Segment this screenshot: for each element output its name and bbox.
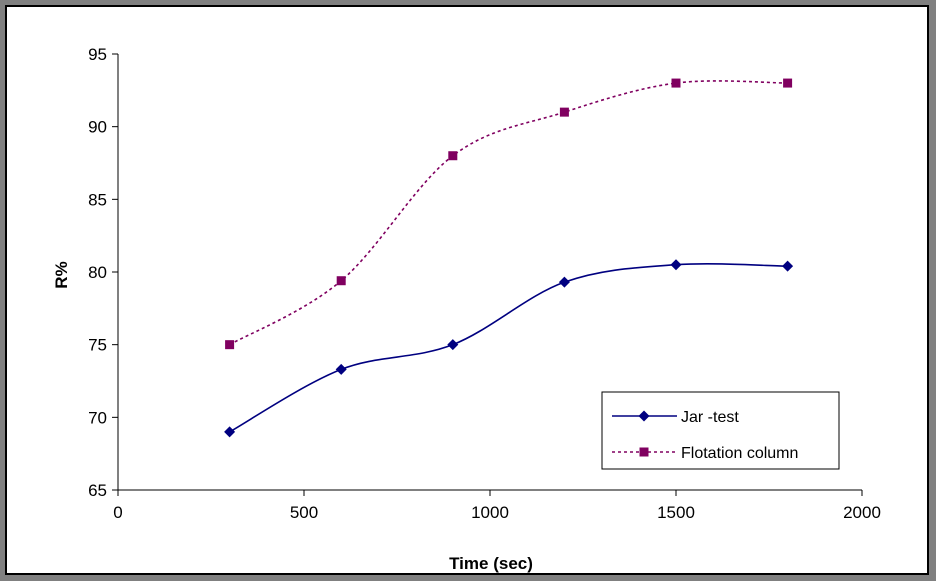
data-point	[224, 426, 236, 438]
series-line	[229, 263, 788, 433]
data-point	[447, 339, 459, 351]
x-tick-label: 1500	[657, 503, 695, 522]
data-point	[558, 276, 570, 288]
data-point	[670, 259, 682, 271]
data-point	[336, 276, 346, 286]
legend-marker	[638, 410, 650, 422]
y-tick-label: 75	[88, 336, 107, 355]
axes: 65 70 75 80 85 90 95 0 500 1000 1500 2000	[88, 45, 881, 522]
y-tick-label: 80	[88, 263, 107, 282]
series-layer	[224, 78, 794, 438]
x-axis-title: Time (sec)	[449, 554, 533, 573]
series-line	[229, 80, 788, 346]
data-point	[671, 78, 681, 88]
y-axis-title: R%	[52, 261, 71, 288]
x-tick-label: 1000	[471, 503, 509, 522]
chart-frame: 65 70 75 80 85 90 95 0 500 1000 1500 2000 Jar -test…	[5, 5, 929, 575]
x-tick-label: 2000	[843, 503, 881, 522]
x-tick-label: 0	[113, 503, 122, 522]
legend-label: Flotation column	[681, 445, 798, 462]
data-point	[448, 151, 458, 161]
legend-marker	[639, 447, 649, 457]
x-tick-label: 500	[290, 503, 318, 522]
line-chart: 65 70 75 80 85 90 95 0 500 1000 1500 2000 Jar -test…	[52, 45, 881, 573]
y-tick-label: 90	[88, 118, 107, 137]
data-point	[782, 260, 794, 272]
y-tick-label: 65	[88, 481, 107, 500]
y-tick-label: 85	[88, 190, 107, 209]
series-0	[224, 259, 794, 438]
y-tick-label: 70	[88, 408, 107, 427]
legend-label: Jar -test	[681, 409, 739, 426]
data-point	[783, 78, 793, 88]
data-point	[335, 363, 347, 375]
data-point	[559, 107, 569, 117]
data-point	[225, 340, 235, 350]
y-tick-label: 95	[88, 45, 107, 64]
series-1	[225, 78, 793, 350]
legend: Jar -test Flotation column	[601, 391, 840, 470]
